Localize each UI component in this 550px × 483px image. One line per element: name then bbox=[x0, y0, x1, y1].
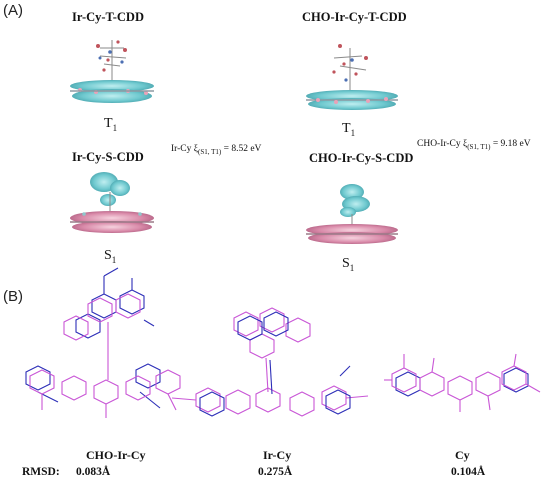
title-ir-cy-s-cdd: Ir-Cy-S-CDD bbox=[72, 150, 144, 164]
title-cho-ir-cy-t-cdd: CHO-Ir-Cy-T-CDD bbox=[302, 10, 407, 24]
title-ir-cy-t-cdd: Ir-Cy-T-CDD bbox=[72, 10, 144, 24]
gap-cho-ir-cy: CHO-Ir-Cy ξ(S1, T1) = 9.18 eV bbox=[417, 139, 531, 151]
structure-overlay-cy bbox=[384, 353, 541, 412]
state-label-t1-right: T1 bbox=[342, 121, 356, 138]
rmsd-label: RMSD: bbox=[22, 466, 60, 478]
rmsd-value-ir-cy: 0.275Å bbox=[258, 466, 293, 478]
gap-ir-cy: Ir-Cy ξ(S1, T1) = 8.52 eV bbox=[171, 144, 262, 156]
rmsd-value-cho-ir-cy: 0.083Å bbox=[76, 466, 111, 478]
cdd-t1-ir-cy bbox=[70, 40, 154, 103]
panel-b-label: (B) bbox=[3, 288, 23, 305]
state-label-s1-left: S1 bbox=[104, 248, 117, 265]
molecule-name-ir-cy: Ir-Cy bbox=[263, 448, 292, 462]
structure-overlay-ir-cy bbox=[171, 307, 369, 417]
title-cho-ir-cy-s-cdd: CHO-Ir-Cy-S-CDD bbox=[309, 151, 414, 165]
molecule-name-cho-ir-cy: CHO-Ir-Cy bbox=[86, 448, 146, 462]
rmsd-value-cy: 0.104Å bbox=[451, 466, 486, 478]
panel-a-label: (A) bbox=[3, 2, 23, 19]
state-label-t1-left: T1 bbox=[104, 116, 118, 133]
molecule-name-cy: Cy bbox=[455, 448, 470, 462]
structure-overlay-cho-ir-cy bbox=[25, 267, 181, 418]
cdd-s1-cho-ir-cy bbox=[306, 184, 398, 244]
cdd-s1-ir-cy bbox=[70, 172, 154, 233]
state-label-s1-right: S1 bbox=[342, 256, 355, 273]
cdd-t1-cho-ir-cy bbox=[306, 44, 398, 110]
